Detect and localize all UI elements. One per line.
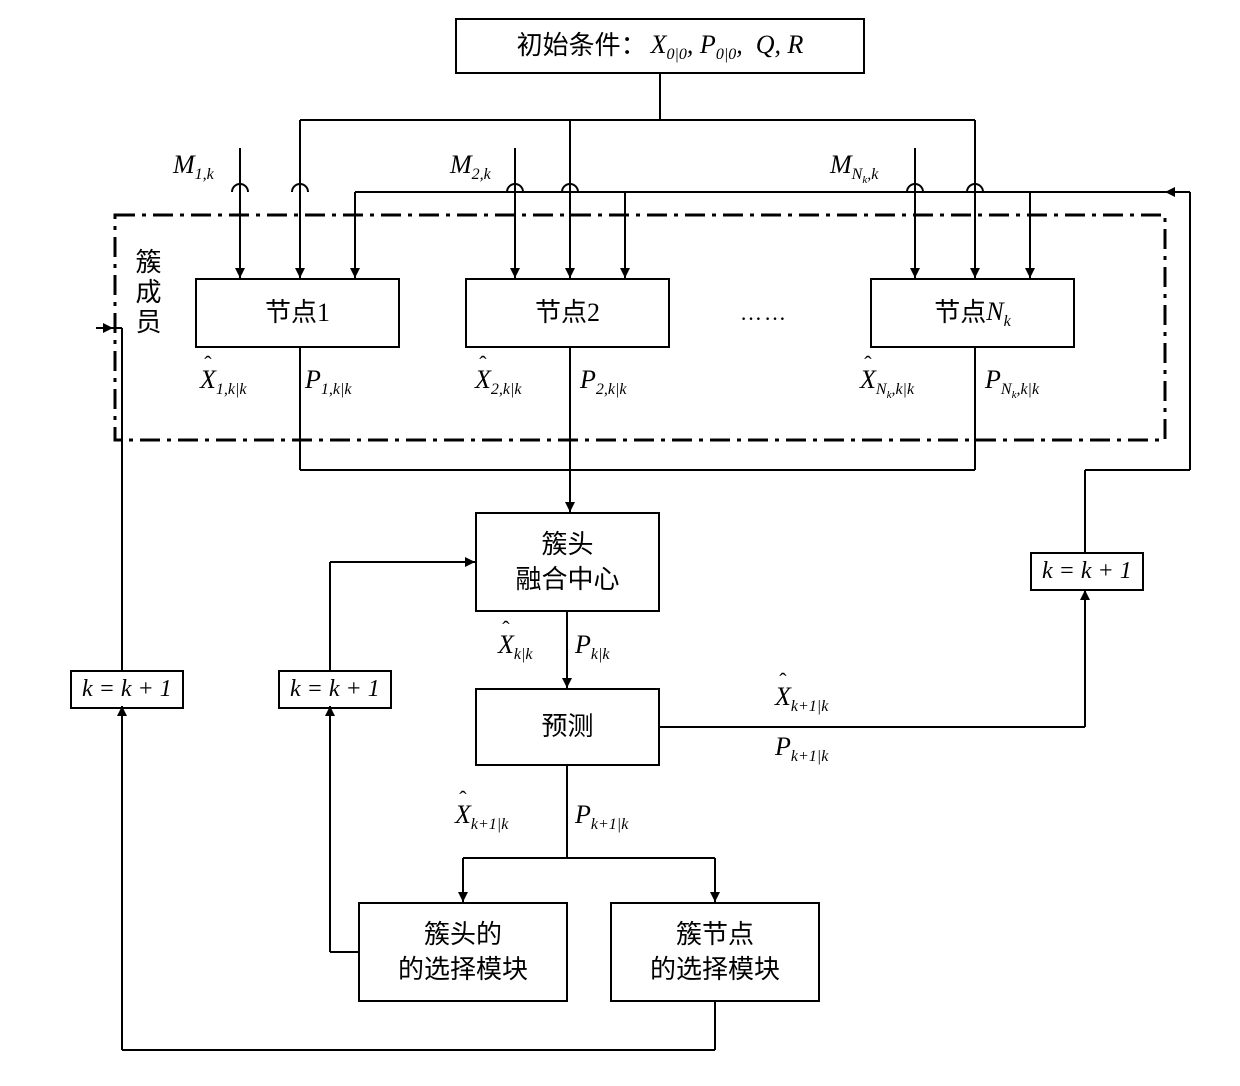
box-node-1: 节点1: [195, 278, 400, 348]
label-mn: MNk,k: [830, 150, 878, 186]
box-head-select: 簇头的 的选择模块: [358, 902, 568, 1002]
diagram-canvas: 初始条件： X0|0, P0|0, Q, R 簇成员 节点1 节点2 节点Nk …: [0, 0, 1240, 1086]
increment-box-right: k = k + 1: [1030, 552, 1144, 591]
label-fusion-p: Pk|k: [575, 630, 610, 664]
init-vars: X0|0, P0|0, Q, R: [651, 27, 804, 66]
label-fusion-x: Xk|k: [498, 630, 533, 664]
label-predict-down-x: Xk+1|k: [455, 800, 508, 834]
label-n1-p: P1,k|k: [305, 365, 352, 399]
box-initial-conditions: 初始条件： X0|0, P0|0, Q, R: [455, 18, 865, 74]
box-predict: 预测: [475, 688, 660, 766]
label-nn-x: XNk,k|k: [860, 365, 914, 401]
cluster-members-label: 簇成员: [128, 248, 165, 338]
label-predict-down-p: Pk+1|k: [575, 800, 628, 834]
label-n1-x: X1,k|k: [200, 365, 247, 399]
label-predict-side-x: Xk+1|k: [775, 682, 828, 716]
label-nn-p: PNk,k|k: [985, 365, 1039, 401]
box-node-2: 节点2: [465, 278, 670, 348]
label-m1: M1,k: [173, 150, 214, 184]
label-predict-side-p: Pk+1|k: [775, 732, 828, 766]
box-node-select: 簇节点 的选择模块: [610, 902, 820, 1002]
ellipsis: ……: [740, 300, 788, 326]
increment-box-mid: k = k + 1: [278, 670, 392, 709]
box-fusion-center: 簇头 融合中心: [475, 512, 660, 612]
box-node-n: 节点Nk: [870, 278, 1075, 348]
label-n2-x: X2,k|k: [475, 365, 522, 399]
label-n2-p: P2,k|k: [580, 365, 627, 399]
init-prefix: 初始条件：: [517, 28, 647, 63]
increment-box-left: k = k + 1: [70, 670, 184, 709]
label-m2: M2,k: [450, 150, 491, 184]
